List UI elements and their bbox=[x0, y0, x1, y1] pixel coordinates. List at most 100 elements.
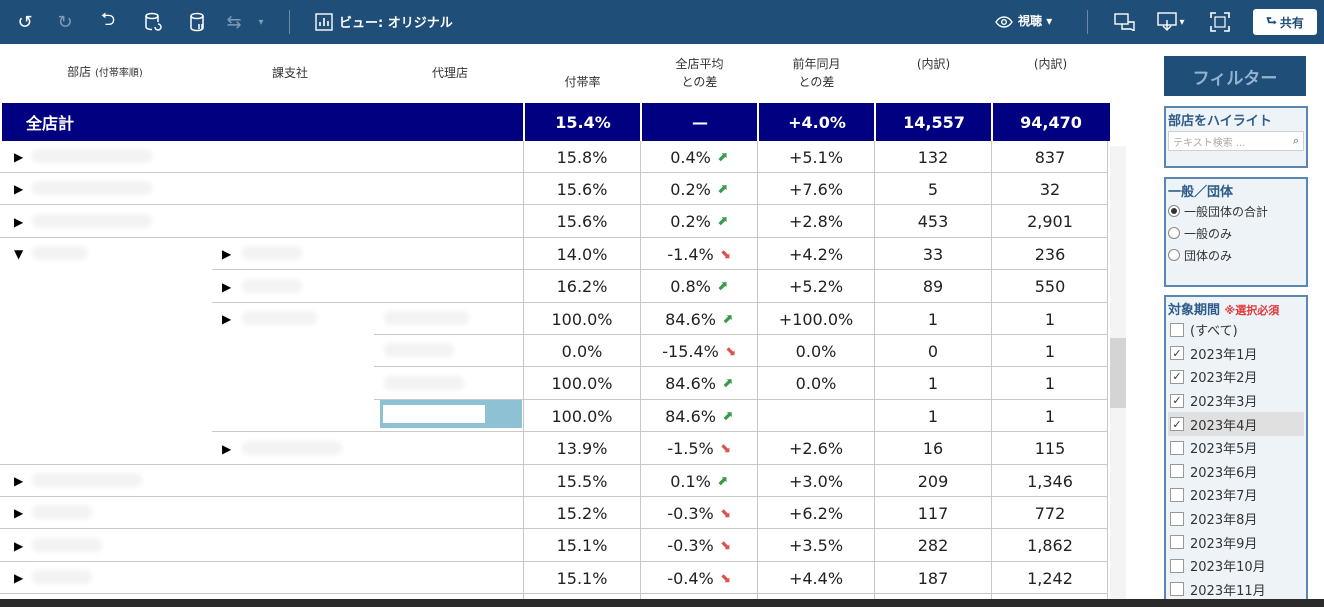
table-row[interactable]: ▶ 15.5% 0.1% ⬈ +3.0% 209 1,346 bbox=[0, 465, 1110, 497]
type-option-label: 一般のみ bbox=[1184, 226, 1233, 241]
expand-icon[interactable]: ▶ bbox=[222, 247, 232, 262]
checkbox-checked-icon[interactable]: ✓ bbox=[1170, 346, 1184, 361]
fullscreen-icon[interactable] bbox=[1208, 10, 1232, 34]
table-row[interactable]: ▶ 100.0% 84.6% ⬈ +100.0% 1 1 bbox=[0, 303, 1110, 335]
radio-icon[interactable] bbox=[1168, 249, 1180, 261]
expand-icon[interactable]: ▶ bbox=[222, 441, 232, 456]
checkbox-icon[interactable] bbox=[1170, 322, 1184, 337]
table-row[interactable]: 0.0% -15.4% ⬊ 0.0% 0 1 bbox=[0, 335, 1110, 368]
cell-rate: 16.2% bbox=[524, 271, 640, 303]
checkbox-icon[interactable] bbox=[1170, 511, 1184, 526]
header-breakdown-1-label: (内訳) bbox=[916, 57, 951, 71]
download-icon[interactable]: ▾ bbox=[1154, 10, 1188, 34]
expand-icon[interactable]: ▶ bbox=[14, 506, 24, 521]
expand-icon[interactable]: ▶ bbox=[222, 279, 232, 294]
period-option[interactable]: ✓ 2023年1月 bbox=[1168, 342, 1304, 366]
checkbox-icon[interactable] bbox=[1170, 582, 1184, 597]
table-row[interactable]: 100.0% 84.6% ⬈ 1 1 bbox=[0, 400, 1110, 433]
period-option[interactable]: 2023年10月 bbox=[1168, 554, 1304, 578]
total-row[interactable]: 全店計 15.4% — +4.0% 14,557 94,470 bbox=[2, 103, 1110, 141]
period-option-label: 2023年6月 bbox=[1190, 465, 1258, 481]
period-option[interactable]: 2023年6月 bbox=[1168, 460, 1304, 484]
cell-diff-average-value: 84.6% bbox=[665, 309, 716, 329]
expand-icon[interactable]: ▶ bbox=[222, 312, 232, 326]
chevron-down-icon[interactable]: ▾ bbox=[258, 16, 264, 28]
revert-icon[interactable]: ⮌ bbox=[100, 9, 116, 30]
scrollbar-thumb[interactable] bbox=[1110, 338, 1126, 408]
checkbox-icon[interactable] bbox=[1170, 440, 1184, 455]
total-count-1: 14,557 bbox=[903, 112, 965, 132]
checkbox-icon[interactable] bbox=[1170, 487, 1184, 502]
type-option[interactable]: 一般団体の合計 bbox=[1168, 200, 1304, 222]
period-option[interactable]: 2023年9月 bbox=[1168, 530, 1304, 554]
period-option[interactable]: (すべて) bbox=[1168, 318, 1304, 342]
table-row[interactable]: ▶ 15.6% 0.2% ⬈ +7.6% 5 32 bbox=[0, 173, 1110, 206]
header-diff-average[interactable]: 全店平均 との差 bbox=[641, 44, 758, 102]
checkbox-icon[interactable] bbox=[1170, 464, 1184, 479]
cell-count-2-value: 1 bbox=[1044, 309, 1056, 329]
cell-rate: 100.0% bbox=[524, 400, 640, 432]
trend-up-icon: ⬈ bbox=[716, 181, 728, 197]
radio-icon[interactable] bbox=[1168, 205, 1180, 217]
redo-icon[interactable]: ↻ bbox=[57, 11, 73, 33]
radio-icon[interactable] bbox=[1168, 227, 1180, 239]
collapse-icon[interactable]: ▼ bbox=[14, 247, 24, 262]
refresh-data-icon[interactable] bbox=[142, 10, 164, 34]
period-option[interactable]: ✓ 2023年3月 bbox=[1168, 389, 1304, 413]
period-option[interactable]: ✓ 2023年4月 bbox=[1168, 412, 1304, 436]
watch-button[interactable]: 視聴 ▾ bbox=[1018, 14, 1053, 28]
checkbox-icon[interactable] bbox=[1170, 558, 1184, 573]
table-row[interactable]: ▶ 15.8% 0.4% ⬈ +5.1% 132 837 bbox=[0, 141, 1110, 173]
period-option[interactable]: 2023年5月 bbox=[1168, 436, 1304, 460]
checkbox-checked-icon[interactable]: ✓ bbox=[1170, 417, 1184, 432]
header-diff-previous-year[interactable]: 前年同月 との差 bbox=[758, 44, 875, 102]
header-agency[interactable]: 代理店 bbox=[431, 66, 468, 80]
view-label[interactable]: ビュー: オリジナル bbox=[339, 16, 453, 31]
expand-icon[interactable]: ▶ bbox=[14, 214, 24, 229]
period-option[interactable]: 2023年11月 bbox=[1168, 578, 1304, 602]
checkbox-icon[interactable] bbox=[1170, 535, 1184, 550]
eye-icon[interactable] bbox=[994, 10, 1014, 34]
cell-count-2: 837 bbox=[992, 141, 1108, 173]
type-option[interactable]: 一般のみ bbox=[1168, 222, 1304, 244]
table-row[interactable]: ▶ 15.1% -0.4% ⬊ +4.4% 187 1,242 bbox=[0, 562, 1110, 595]
type-option[interactable]: 団体のみ bbox=[1168, 244, 1304, 266]
checkbox-checked-icon[interactable]: ✓ bbox=[1170, 393, 1184, 408]
period-title: 対象期間 ※選択必須 bbox=[1168, 297, 1304, 318]
replay-icon[interactable]: ⇆ bbox=[226, 11, 242, 33]
table-row[interactable]: ▶ 13.9% -1.5% ⬊ +2.6% 16 115 bbox=[0, 433, 1110, 465]
table-row[interactable]: ▶ 15.6% 0.2% ⬈ +2.8% 453 2,901 bbox=[0, 206, 1110, 238]
period-option[interactable]: 2023年7月 bbox=[1168, 483, 1304, 507]
expand-icon[interactable]: ▶ bbox=[14, 474, 24, 488]
undo-icon[interactable]: ↺ bbox=[17, 11, 33, 33]
table-row[interactable]: ▼ ▶ 14.0% -1.4% ⬊ +4.2% 33 236 bbox=[0, 238, 1110, 271]
table-row[interactable]: 100.0% 84.6% ⬈ 0.0% 1 1 bbox=[0, 368, 1110, 400]
comment-icon[interactable] bbox=[1113, 10, 1137, 34]
checkbox-checked-icon[interactable]: ✓ bbox=[1170, 369, 1184, 384]
header-department[interactable]: 部店 (付帯率順) bbox=[30, 44, 180, 102]
expand-icon[interactable]: ▶ bbox=[14, 150, 24, 164]
period-option-label: 2023年5月 bbox=[1190, 442, 1258, 458]
header-rate[interactable]: 付帯率 bbox=[524, 44, 641, 102]
highlight-search-input[interactable]: テキスト検索 ... ⌕ bbox=[1168, 131, 1304, 151]
view-icon[interactable] bbox=[314, 10, 334, 34]
pause-data-icon[interactable] bbox=[186, 10, 208, 34]
table-row[interactable]: ▶ 15.1% -0.3% ⬊ +3.5% 282 1,862 bbox=[0, 530, 1110, 562]
header-breakdown-1[interactable]: (内訳) bbox=[875, 44, 992, 102]
cell-diff-average-value: 0.8% bbox=[670, 277, 711, 297]
cell-diff-previous: 0.0% bbox=[758, 335, 874, 367]
table-row[interactable]: ▶ 15.2% -0.3% ⬊ +6.2% 117 772 bbox=[0, 497, 1110, 530]
header-branch[interactable]: 課支社 bbox=[271, 66, 308, 80]
filter-button[interactable]: フィルター bbox=[1164, 56, 1306, 96]
table-row[interactable]: ▶ 16.2% 0.8% ⬈ +5.2% 89 550 bbox=[0, 271, 1110, 303]
expand-icon[interactable]: ▶ bbox=[14, 182, 24, 197]
cell-diff-average: -15.4% ⬊ bbox=[641, 335, 757, 367]
share-button[interactable]: ⮑ 共有 bbox=[1253, 9, 1317, 35]
expand-icon[interactable]: ▶ bbox=[14, 538, 24, 553]
period-option[interactable]: ✓ 2023年2月 bbox=[1168, 365, 1304, 389]
redacted-department-name bbox=[32, 149, 152, 163]
header-breakdown-2[interactable]: (内訳) bbox=[992, 44, 1109, 102]
expand-icon[interactable]: ▶ bbox=[14, 571, 24, 586]
selected-agency-cell[interactable] bbox=[380, 400, 522, 429]
period-option[interactable]: 2023年8月 bbox=[1168, 507, 1304, 531]
